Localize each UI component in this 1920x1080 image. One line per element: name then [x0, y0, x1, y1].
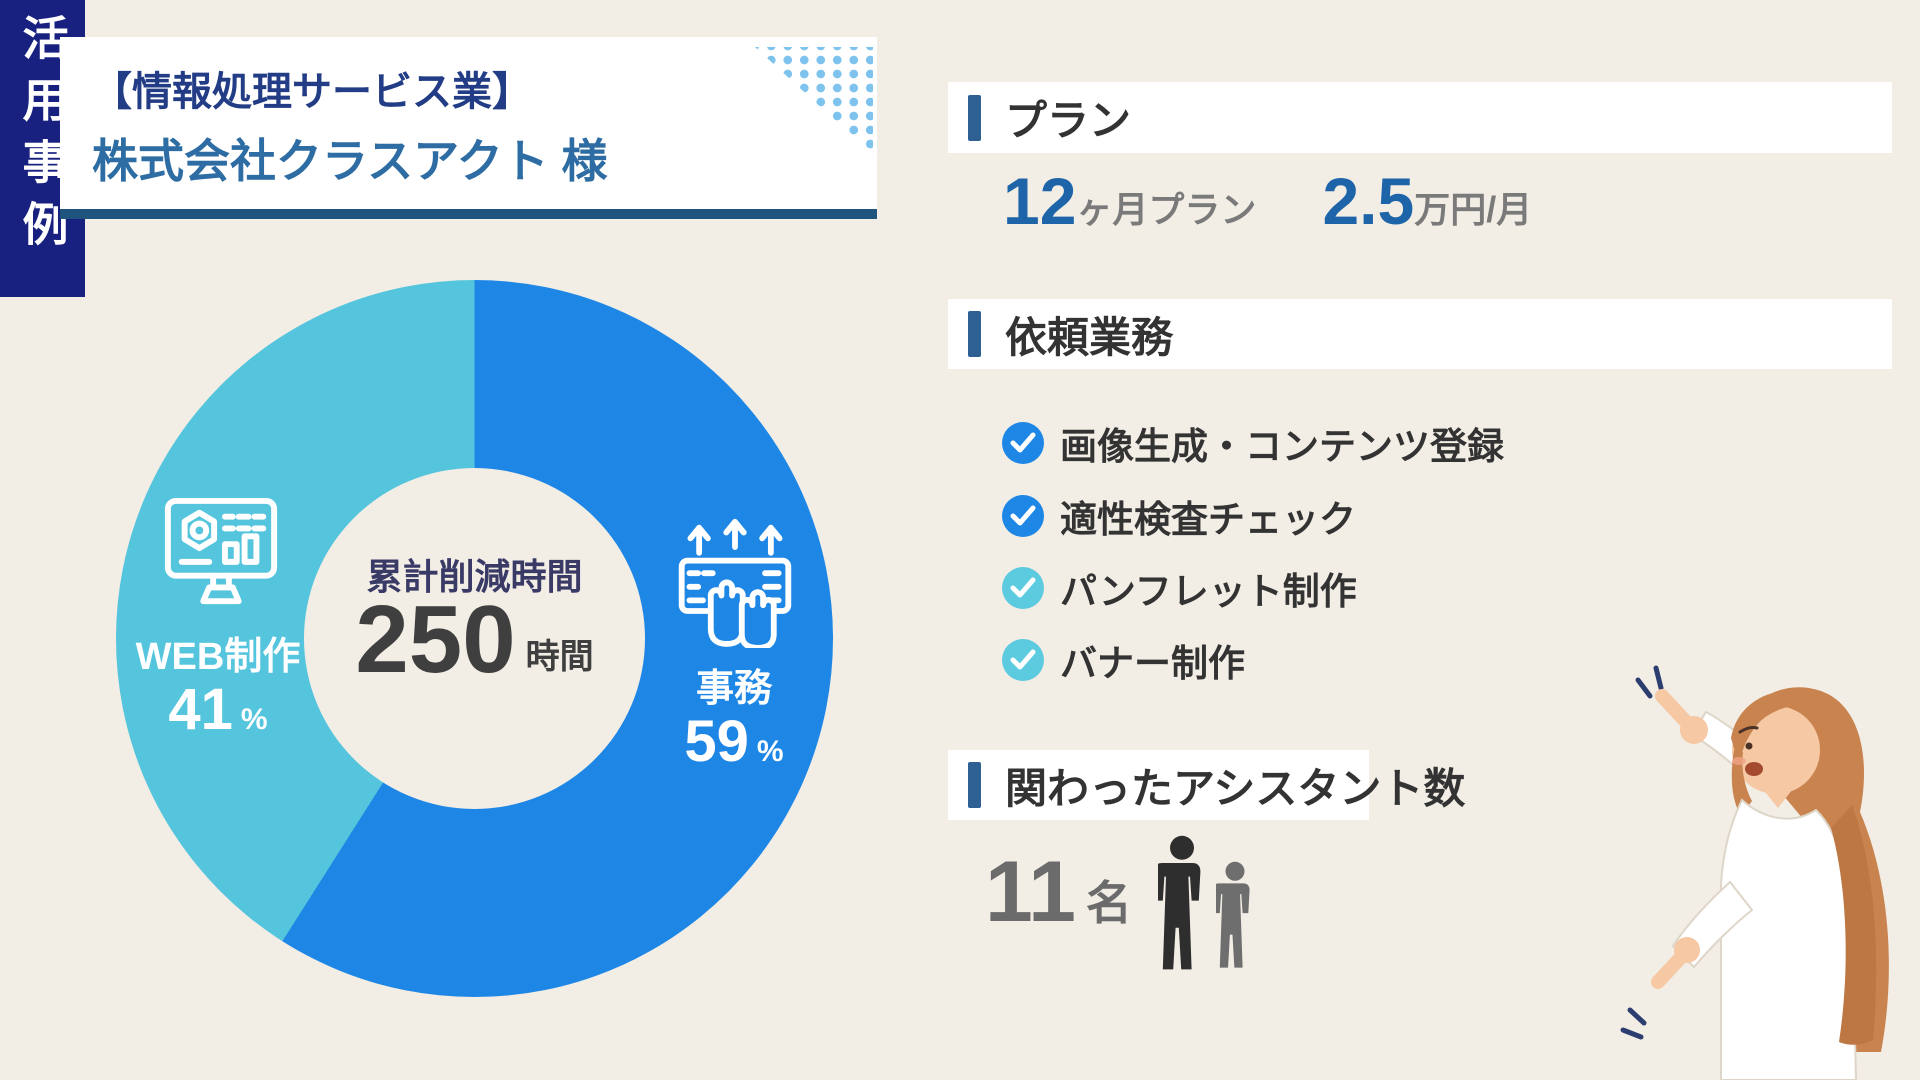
industry-title: 【情報処理サービス業】: [92, 70, 532, 114]
check-circle-icon: [1002, 422, 1044, 464]
slice-percent-jimu: 59%: [684, 708, 784, 774]
section-tick-icon: [968, 94, 981, 141]
task-label: バナー制作: [1060, 643, 1245, 684]
use-case-banner-label: 活用事例: [16, 14, 69, 262]
check-mark-icon: [1010, 432, 1036, 453]
tasks-heading: 依頼業務: [1005, 313, 1174, 361]
task-label: 画像生成・コンテンツ登録: [1060, 426, 1504, 467]
assistants-heading: 関わったアシスタント数: [1005, 764, 1466, 812]
woman-pointing-illustration: [1620, 665, 1889, 1080]
plan-price-unit: 万円/月: [1414, 189, 1533, 231]
section-tick-icon: [968, 311, 981, 357]
slice-name-jimu: 事務: [695, 668, 772, 710]
check-circle-icon: [1002, 495, 1044, 537]
chart-center-title: 累計削減時間: [366, 556, 583, 597]
plan-section-header: プラン: [948, 82, 1892, 153]
plan-term-unit: ヶ月プラン: [1076, 189, 1257, 231]
plan-heading: プラン: [1005, 97, 1132, 144]
chart-center-value: 250: [355, 586, 516, 693]
assistants-section-header: 関わったアシスタント数: [948, 750, 1465, 820]
donut-hole: [304, 468, 645, 809]
plan-values: 12 ヶ月プラン 2.5 万円/月: [1003, 168, 1532, 234]
keyboard-hands-icon: [678, 518, 792, 648]
task-label: パンフレット制作: [1060, 571, 1357, 612]
section-tick-icon: [968, 762, 981, 808]
task-item: パンフレット制作: [1002, 561, 1357, 615]
slice-percent-web: 41%: [168, 676, 268, 742]
plan-term-value: 12: [1003, 164, 1077, 238]
check-mark-icon: [1010, 505, 1036, 526]
task-label: 適性検査チェック: [1060, 499, 1356, 540]
slice-name-web: WEB制作: [135, 636, 301, 678]
dots-triangle-decoration: [755, 47, 873, 155]
slice-label-web: WEB制作 41%: [108, 636, 328, 741]
slice-label-jimu: 事務 59%: [624, 668, 844, 773]
check-mark-icon: [1010, 577, 1036, 598]
header-card: 【情報処理サービス業】 株式会社クラスアクト 様: [60, 37, 877, 219]
person-dark-icon: [1157, 835, 1201, 970]
chart-center-unit: 時間: [525, 638, 594, 676]
client-name: 株式会社クラスアクト 様: [92, 135, 608, 187]
assistants-count-unit: 名: [1085, 877, 1132, 929]
task-item: 画像生成・コンテンツ登録: [1002, 416, 1504, 470]
chart-center-value-row: 250 時間: [116, 592, 833, 688]
check-circle-icon: [1002, 567, 1044, 609]
task-item: 適性検査チェック: [1002, 489, 1356, 543]
task-item: バナー制作: [1002, 633, 1245, 687]
assistants-count-row: 11 名: [985, 835, 1254, 971]
web-monitor-icon: [164, 497, 278, 605]
person-gray-icon: [1215, 861, 1250, 968]
check-mark-icon: [1010, 649, 1036, 670]
donut-chart: 累計削減時間 250 時間 WEB制作 41%: [116, 280, 833, 997]
assistants-count-value: 11: [985, 844, 1076, 940]
check-circle-icon: [1002, 639, 1044, 681]
plan-price-value: 2.5: [1322, 164, 1415, 238]
tasks-section-header: 依頼業務: [948, 299, 1892, 369]
